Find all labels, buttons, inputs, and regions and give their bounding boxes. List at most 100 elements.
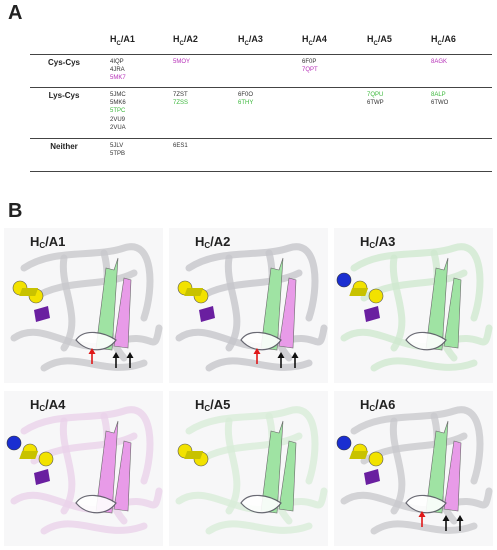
row-header: Lys-Cys bbox=[48, 91, 80, 100]
glycan-purple-diamond bbox=[364, 306, 380, 322]
pdb-id: 2VU9 bbox=[110, 116, 126, 123]
black-arrowhead bbox=[277, 352, 285, 358]
protein-ribbon bbox=[350, 406, 484, 485]
pdb-id: 5JMC bbox=[110, 92, 126, 98]
pdb-id-cell: 5JLV 5TPB bbox=[110, 142, 125, 158]
pdb-id: 6TWP bbox=[367, 100, 384, 107]
beta-strand bbox=[95, 257, 119, 351]
beta-strand bbox=[113, 277, 132, 349]
protein-ribbon bbox=[59, 417, 76, 515]
protein-ribbon bbox=[370, 357, 478, 372]
black-arrowhead bbox=[112, 352, 120, 358]
pdb-id: 6ES1 bbox=[173, 143, 188, 149]
pdb-id-cell: 8AGK bbox=[431, 58, 447, 66]
protein-ribbon bbox=[389, 254, 406, 352]
structure-panel-title: HC/A5 bbox=[195, 397, 231, 413]
glycan-yellow-block bbox=[184, 451, 204, 459]
structure-table: HC/A1 HC/A2 HC/A3 HC/A4 HC/A5 HC/A6 Cys-… bbox=[30, 26, 492, 176]
binding-loop bbox=[240, 331, 282, 351]
structure-panel-title: HC/A6 bbox=[360, 397, 396, 413]
glycan-yellow-block bbox=[184, 288, 204, 296]
protein-ribbon bbox=[370, 520, 478, 535]
black-arrowhead bbox=[291, 352, 299, 358]
beta-strand bbox=[278, 440, 297, 512]
pdb-id-cell: 8ALP 6TWO bbox=[431, 91, 448, 107]
protein-ribbon bbox=[389, 417, 406, 515]
red-arrowhead bbox=[88, 348, 96, 354]
beta-strand bbox=[443, 277, 462, 349]
row-header: Neither bbox=[50, 142, 78, 151]
column-header: HC/A2 bbox=[173, 34, 198, 47]
pdb-id: 5TPC bbox=[110, 108, 126, 115]
table-top-rule bbox=[30, 54, 492, 55]
black-arrowhead bbox=[442, 515, 450, 521]
column-header: HC/A3 bbox=[238, 34, 263, 47]
structure-panel: HC/A3 bbox=[334, 228, 493, 383]
pdb-id-cell: 4IQP 4JRA 5MK7 bbox=[110, 58, 126, 83]
pdb-id-cell: 5MOY bbox=[173, 58, 190, 66]
pdb-id: 5MK7 bbox=[110, 75, 126, 82]
pdb-id: 5MOY bbox=[173, 59, 191, 65]
pdb-id-cell: 6F0O 6THY bbox=[238, 91, 253, 107]
structure-panel-title: HC/A2 bbox=[195, 234, 231, 250]
pdb-id: 8AGK bbox=[431, 59, 448, 65]
glycan-purple-diamond bbox=[34, 469, 50, 485]
protein-ribbon bbox=[205, 357, 313, 372]
protein-ribbon bbox=[59, 254, 76, 352]
column-header: HC/A6 bbox=[431, 34, 456, 47]
binding-loop bbox=[405, 494, 447, 514]
glycan-purple-diamond bbox=[199, 306, 215, 322]
beta-strand bbox=[425, 420, 449, 514]
protein-ribbon bbox=[195, 432, 303, 465]
protein-ribbon bbox=[350, 243, 484, 322]
pdb-id-cell: 7ZST 7ZSS bbox=[173, 91, 188, 107]
red-arrowhead bbox=[253, 348, 261, 354]
black-arrowhead bbox=[126, 352, 134, 358]
column-header: HC/A5 bbox=[367, 34, 392, 47]
panel-a-letter: A bbox=[8, 2, 23, 24]
pdb-id-cell: 6F0P 7QPT bbox=[302, 58, 318, 74]
structure-panel-title: HC/A1 bbox=[30, 234, 66, 250]
protein-ribbon bbox=[30, 269, 138, 302]
pdb-id: 8ALP bbox=[431, 92, 446, 98]
table-bottom-rule bbox=[30, 171, 492, 172]
pdb-id: 7ZST bbox=[173, 92, 188, 98]
beta-strand bbox=[278, 277, 297, 349]
structure-panel-title: HC/A4 bbox=[30, 397, 66, 413]
protein-ribbon bbox=[20, 243, 154, 322]
red-arrowhead bbox=[418, 511, 426, 517]
binding-loop bbox=[240, 494, 282, 514]
pdb-id: 5MK6 bbox=[110, 100, 126, 107]
panel-b-letter: B bbox=[8, 200, 23, 222]
protein-ribbon bbox=[224, 254, 241, 352]
pdb-id-cell: 7QPU 6TWP bbox=[367, 91, 384, 107]
glycan-purple-diamond bbox=[34, 306, 50, 322]
glycan-yellow-sphere bbox=[368, 288, 384, 304]
glycan-yellow-block bbox=[349, 451, 369, 459]
glycan-blue-sphere bbox=[6, 435, 22, 451]
glycan-yellow-sphere bbox=[38, 451, 54, 467]
structure-panel-title: HC/A3 bbox=[360, 234, 396, 250]
structure-panel: HC/A6 bbox=[334, 391, 493, 546]
pdb-id: 6THY bbox=[238, 100, 254, 107]
structure-panel: HC/A2 bbox=[169, 228, 328, 383]
pdb-id: 5JLV bbox=[110, 143, 124, 149]
pdb-id: 6F0P bbox=[302, 59, 317, 65]
glycan-blue-sphere bbox=[336, 435, 352, 451]
black-arrowhead bbox=[456, 515, 464, 521]
structure-panels: HC/A1 HC/A2 HC/A3 HC/A4 HC/A5 HC/A6 bbox=[4, 228, 493, 546]
protein-ribbon bbox=[20, 406, 154, 485]
column-header: HC/A4 bbox=[302, 34, 327, 47]
protein-ribbon bbox=[40, 357, 148, 372]
glycan-yellow-sphere bbox=[368, 451, 384, 467]
glycan-yellow-block bbox=[349, 288, 369, 296]
glycan-blue-sphere bbox=[336, 272, 352, 288]
beta-strand bbox=[113, 440, 132, 512]
glycan-purple-diamond bbox=[364, 469, 380, 485]
row-header: Cys-Cys bbox=[47, 58, 80, 67]
glycan-yellow-block bbox=[19, 451, 39, 459]
structure-panel: HC/A1 bbox=[4, 228, 163, 383]
table-row-rule bbox=[30, 87, 492, 88]
pdb-id: 7QPU bbox=[367, 92, 384, 98]
beta-strand bbox=[425, 257, 449, 351]
